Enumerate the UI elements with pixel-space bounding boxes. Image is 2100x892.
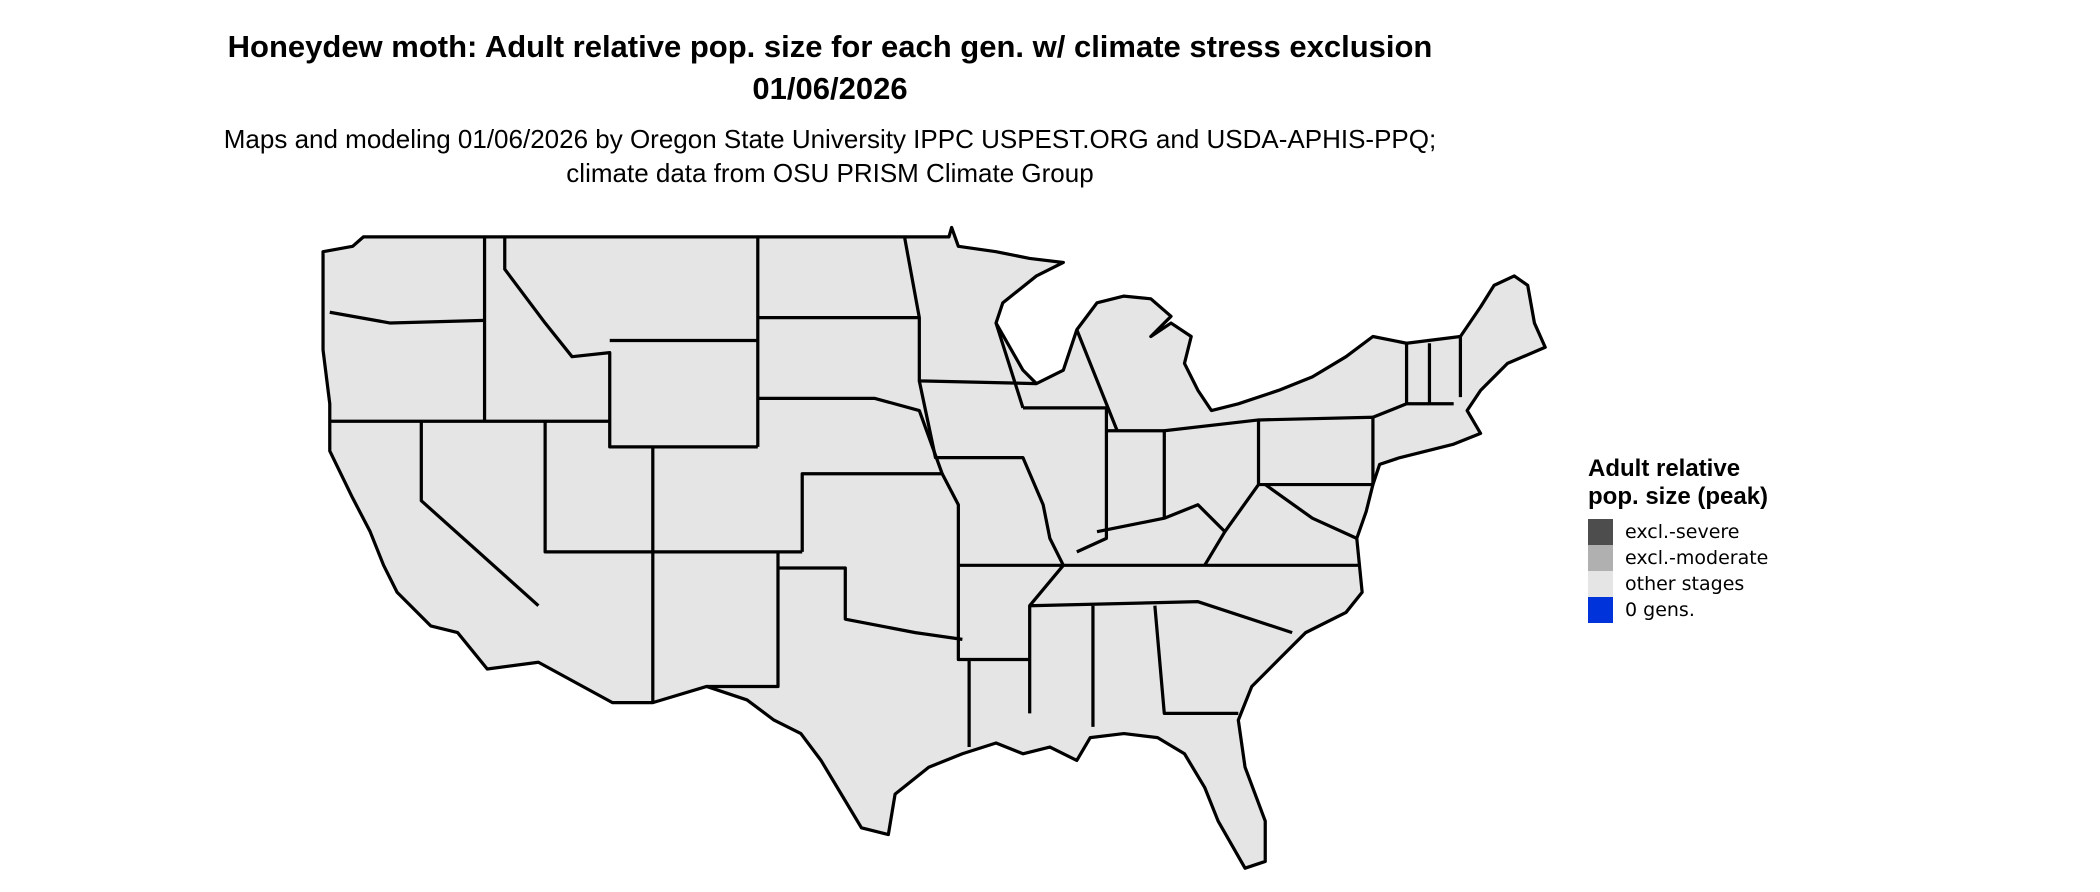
legend-item-excl-moderate: excl.-moderate [1588,545,1788,571]
legend-item-0-gens: 0 gens. [1588,597,1788,623]
legend-swatch [1588,519,1613,545]
state-borders [329,236,1463,748]
legend: Adult relative pop. size (peak) excl.-se… [1588,455,1788,623]
legend-title: Adult relative pop. size (peak) [1588,455,1769,510]
legend-item-other-stages: other stages [1588,571,1788,597]
legend-swatch [1588,545,1613,571]
map-subtitle: Maps and modeling 01/06/2026 by Oregon S… [223,124,1437,188]
legend-swatch [1588,597,1613,623]
legend-swatch [1588,571,1613,597]
us-outline [321,225,1547,870]
legend-item-excl-severe: excl.-severe [1588,519,1788,545]
map-title: Honeydew moth: Adult relative pop. size … [227,29,1433,106]
